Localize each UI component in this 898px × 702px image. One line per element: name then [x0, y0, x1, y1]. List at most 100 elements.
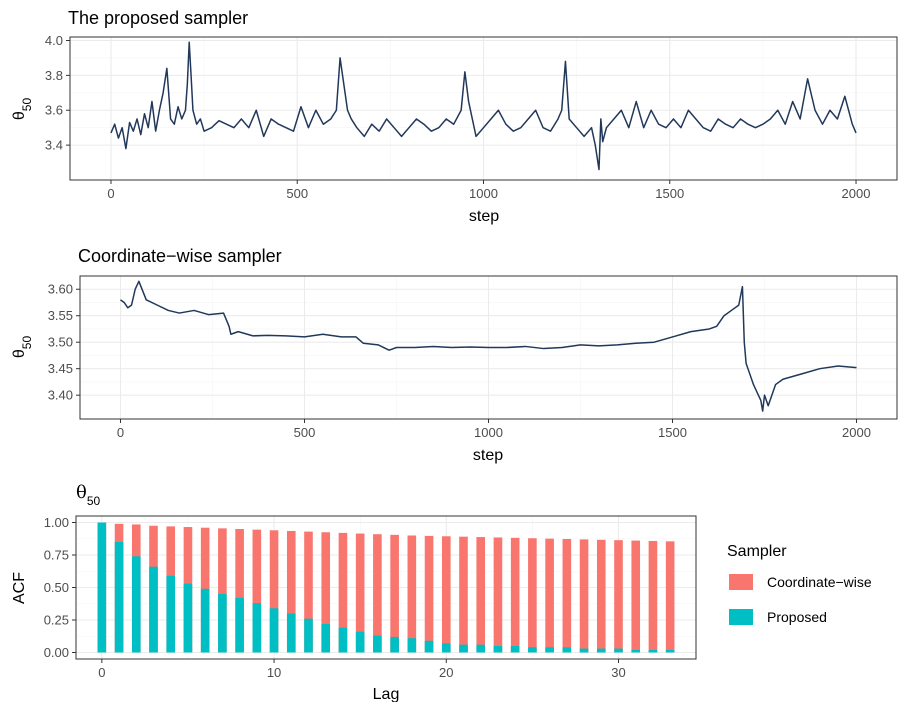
- acf-bar-proposed: [286, 613, 296, 653]
- acf-x-tick-label: 0: [98, 665, 105, 680]
- acf-bar-coordinate-wise: [338, 532, 348, 653]
- acf-bar-coordinate-wise: [252, 529, 262, 653]
- coordinate-trace-axes: 0 500 1000 1500 2000 3.40 3.45 3.50 3.55 3.60: [48, 282, 871, 440]
- proposed-trace-line: [110, 41, 857, 171]
- acf-bar-proposed: [97, 522, 107, 653]
- acf-y-tick-label: 0.50: [44, 580, 69, 595]
- acf-legend: Sampler Coordinate−wise Proposed: [727, 543, 872, 625]
- coordinate-trace-y-tick-label: 3.55: [48, 308, 73, 323]
- acf-title-base: θ: [76, 482, 87, 503]
- acf-bar-coordinate-wise: [321, 532, 331, 653]
- legend-swatch-coordinate-wise: [729, 574, 753, 590]
- acf-bar-proposed: [114, 542, 124, 653]
- acf-bar-proposed: [614, 648, 623, 653]
- coordinate-trace-ylabel-sub: 50: [20, 336, 34, 350]
- acf-bar-coordinate-wise: [459, 536, 468, 653]
- legend-label-proposed: Proposed: [767, 609, 827, 625]
- proposed-trace-ylabel-base: θ: [11, 111, 28, 120]
- acf-bar-proposed: [235, 597, 244, 653]
- acf-bar-coordinate-wise: [355, 533, 365, 653]
- acf-x-tick-label: 30: [611, 665, 625, 680]
- acf-bar-proposed: [562, 647, 572, 653]
- acf-title: θ50: [76, 482, 101, 508]
- acf-bar-proposed: [269, 608, 279, 653]
- acf-bars: [97, 522, 675, 653]
- legend-title: Sampler: [727, 543, 787, 560]
- coordinate-trace-line: [120, 280, 857, 412]
- acf-y-tick-label: 0.25: [44, 613, 69, 628]
- acf-bar-proposed: [596, 648, 606, 653]
- acf-bar-coordinate-wise: [424, 535, 434, 653]
- acf-bar-coordinate-wise: [304, 531, 313, 653]
- coordinate-trace-y-tick-label: 3.45: [48, 361, 73, 376]
- acf-bar-proposed: [373, 635, 382, 653]
- acf-bar-coordinate-wise: [579, 539, 589, 653]
- proposed-trace-ylabel-sub: 50: [20, 98, 34, 112]
- coordinate-trace-y-tick-label: 3.60: [48, 282, 73, 297]
- acf-bar-proposed: [149, 566, 158, 653]
- proposed-trace-x-tick-label: 2000: [842, 186, 871, 201]
- proposed-trace-axes: 0 500 1000 1500 2000 3.4 3.6 3.8 4.0: [45, 33, 871, 201]
- acf-bar-coordinate-wise: [545, 538, 554, 653]
- acf-grid: [76, 516, 696, 659]
- acf-y-tick-label: 1.00: [44, 515, 69, 530]
- acf-bar-proposed: [200, 588, 210, 653]
- coordinate-trace-y-tick-label: 3.50: [48, 335, 73, 350]
- acf-bar-coordinate-wise: [631, 540, 641, 653]
- coordinate-trace-grid: [80, 276, 897, 419]
- acf-bar-coordinate-wise: [528, 538, 537, 653]
- acf-bar-proposed: [218, 594, 227, 653]
- coordinate-trace-xlabel: step: [473, 447, 503, 464]
- acf-bar-proposed: [510, 646, 520, 653]
- proposed-trace-x-tick-label: 1000: [469, 186, 498, 201]
- acf-xlabel: Lag: [373, 686, 400, 702]
- acf-bar-coordinate-wise: [390, 534, 399, 653]
- coordinate-trace-x-tick-label: 500: [294, 425, 316, 440]
- proposed-trace-xlabel: step: [469, 208, 499, 225]
- acf-bar-coordinate-wise: [648, 540, 658, 653]
- proposed-trace-x-tick-label: 500: [286, 186, 308, 201]
- proposed-trace-x-tick-label: 1500: [655, 186, 684, 201]
- acf-bar-coordinate-wise: [596, 539, 606, 653]
- proposed-trace-y-tick-label: 3.8: [45, 68, 63, 83]
- acf-bar-coordinate-wise: [665, 541, 675, 653]
- acf-y-tick-label: 0.75: [44, 548, 69, 563]
- acf-bar-proposed: [321, 623, 331, 653]
- acf-bar-proposed: [493, 646, 503, 653]
- coordinate-trace-x-tick-label: 1500: [658, 425, 687, 440]
- legend-label-coordinate-wise: Coordinate−wise: [767, 574, 872, 590]
- acf-bar-coordinate-wise: [614, 540, 623, 653]
- acf-x-tick-label: 20: [439, 665, 453, 680]
- proposed-trace-ylabel: θ50: [11, 98, 34, 121]
- acf-bar-proposed: [338, 627, 348, 653]
- coordinate-trace-ylabel: θ50: [11, 336, 34, 359]
- coordinate-trace-panel: Coordinate−wise sampler 0 500 1000 1500 2000…: [11, 246, 898, 464]
- coordinate-trace-y-tick-label: 3.40: [48, 388, 73, 403]
- proposed-trace-title: The proposed sampler: [68, 8, 248, 28]
- acf-bar-proposed: [476, 644, 486, 653]
- acf-bar-proposed: [131, 556, 141, 653]
- coordinate-trace-x-tick-label: 0: [117, 425, 124, 440]
- acf-bar-proposed: [665, 649, 675, 653]
- proposed-trace-y-tick-label: 4.0: [45, 33, 63, 48]
- acf-bar-coordinate-wise: [235, 529, 244, 653]
- acf-bar-coordinate-wise: [373, 534, 382, 653]
- coordinate-trace-x-tick-label: 1000: [474, 425, 503, 440]
- acf-panel: θ50 0 10 20 300.000.250.500.751.00 Lag ACF …: [11, 482, 872, 702]
- acf-bar-proposed: [166, 575, 176, 653]
- coordinate-trace-ylabel-base: θ: [11, 349, 28, 358]
- acf-bar-proposed: [441, 643, 451, 653]
- acf-y-tick-label: 0.00: [44, 645, 69, 660]
- coordinate-trace-title: Coordinate−wise sampler: [78, 246, 282, 266]
- acf-bar-coordinate-wise: [476, 537, 486, 653]
- acf-bar-coordinate-wise: [269, 530, 279, 653]
- acf-title-sub: 50: [87, 494, 101, 508]
- acf-bar-proposed: [545, 647, 554, 653]
- acf-bar-coordinate-wise: [562, 539, 572, 653]
- acf-bar-proposed: [424, 640, 434, 653]
- acf-bar-proposed: [648, 649, 658, 653]
- acf-bar-proposed: [355, 631, 365, 653]
- acf-bar-proposed: [304, 618, 313, 653]
- acf-bar-coordinate-wise: [286, 530, 296, 653]
